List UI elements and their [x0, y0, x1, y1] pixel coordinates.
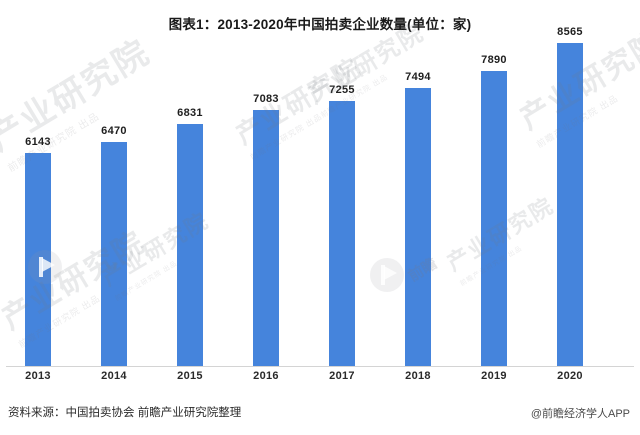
bar-value-label: 6831 — [177, 107, 203, 119]
app-credit-label: @前瞻经济学人APP — [530, 408, 630, 420]
x-tick-label-2014: 2014 — [101, 370, 127, 382]
footer-bar: 资料来源：中国拍卖协会 前瞻产业研究院整理 @前瞻经济学人APP — [0, 395, 640, 435]
bar-slot: 6143 — [0, 40, 76, 366]
bar-slot: 6831 — [152, 40, 228, 366]
source-note: 资料来源：中国拍卖协会 前瞻产业研究院整理 — [8, 407, 242, 419]
x-tick-label-2015: 2015 — [177, 370, 203, 382]
bar-slot: 8565 — [532, 26, 608, 366]
bar-value-label: 7494 — [405, 71, 431, 83]
plot-area: 6143 6470 6831 7083 7255 7494 7890 8565 — [0, 26, 640, 366]
x-tick-label-2016: 2016 — [253, 370, 279, 382]
x-axis-labels: 2013 2014 2015 2016 2017 2018 2019 2020 — [0, 370, 640, 392]
bar-rect[interactable] — [101, 142, 127, 366]
x-axis-line — [6, 365, 634, 367]
bar-rect[interactable] — [405, 88, 431, 366]
x-tick-label-2017: 2017 — [329, 370, 355, 382]
bar-rect[interactable] — [25, 153, 51, 366]
bar-value-label: 6143 — [25, 136, 51, 148]
bar-rect[interactable] — [557, 43, 583, 366]
bar-slot: 7890 — [456, 40, 532, 366]
bar-rect[interactable] — [253, 110, 279, 366]
bar-value-label: 6470 — [101, 125, 127, 137]
bar-slot: 7083 — [228, 40, 304, 366]
x-tick-label-2020: 2020 — [557, 370, 583, 382]
bar-slot: 7494 — [380, 40, 456, 366]
bar-rect[interactable] — [481, 71, 507, 366]
x-tick-label-2019: 2019 — [481, 370, 507, 382]
bar-value-label: 8565 — [557, 26, 583, 38]
x-tick-label-2018: 2018 — [405, 370, 431, 382]
bar-slot: 7255 — [304, 40, 380, 366]
bar-slot: 6470 — [76, 40, 152, 366]
chart-title: 图表1：2013-2020年中国拍卖企业数量(单位：家) — [168, 17, 472, 32]
bar-rect[interactable] — [329, 101, 355, 366]
bar-value-label: 7083 — [253, 93, 279, 105]
bar-value-label: 7890 — [481, 54, 507, 66]
bar-rect[interactable] — [177, 124, 203, 366]
x-tick-label-2013: 2013 — [25, 370, 51, 382]
bar-value-label: 7255 — [329, 84, 355, 96]
